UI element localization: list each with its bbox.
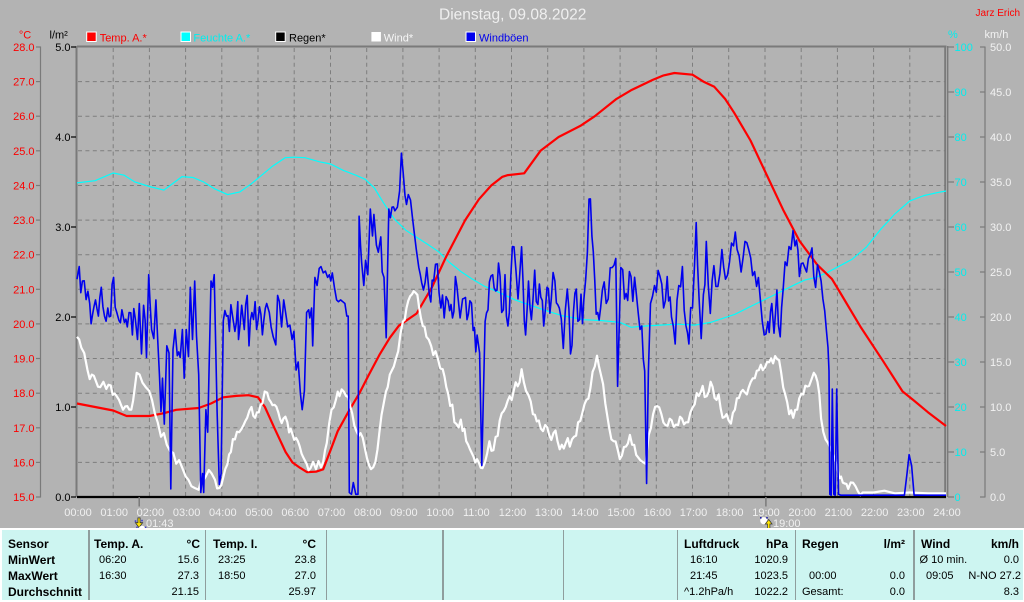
svg-text:15.0: 15.0 xyxy=(990,357,1011,369)
svg-text:13:00: 13:00 xyxy=(535,507,563,519)
svg-text:40: 40 xyxy=(955,312,967,324)
svg-text:30: 30 xyxy=(955,357,967,369)
svg-text:10: 10 xyxy=(955,447,967,459)
svg-text:3.0: 3.0 xyxy=(55,222,70,234)
svg-text:4.0: 4.0 xyxy=(55,132,70,144)
svg-text:24:00: 24:00 xyxy=(933,507,961,519)
svg-text:35.0: 35.0 xyxy=(990,177,1011,189)
svg-text:Feuchte A.*: Feuchte A.* xyxy=(193,33,251,45)
svg-text:18:00: 18:00 xyxy=(716,507,744,519)
svg-text:16:00: 16:00 xyxy=(644,507,672,519)
svg-text:1.0: 1.0 xyxy=(55,402,70,414)
svg-text:100: 100 xyxy=(955,42,973,54)
svg-text:14:00: 14:00 xyxy=(571,507,599,519)
svg-text:km/h: km/h xyxy=(985,29,1009,41)
svg-text:90: 90 xyxy=(955,87,967,99)
svg-text:2.0: 2.0 xyxy=(55,312,70,324)
svg-text:04:00: 04:00 xyxy=(209,507,237,519)
svg-text:50: 50 xyxy=(955,267,967,279)
svg-text:24.0: 24.0 xyxy=(13,181,34,193)
svg-text:40.0: 40.0 xyxy=(990,132,1011,144)
svg-text:23:00: 23:00 xyxy=(897,507,925,519)
svg-text:02:00: 02:00 xyxy=(137,507,165,519)
svg-text:80: 80 xyxy=(955,132,967,144)
svg-text:Regen*: Regen* xyxy=(289,33,326,45)
svg-text:17.0: 17.0 xyxy=(13,423,34,435)
svg-text:0.0: 0.0 xyxy=(55,492,70,504)
svg-text:Windböen: Windböen xyxy=(479,33,529,45)
svg-text:10:00: 10:00 xyxy=(426,507,454,519)
svg-text:19.0: 19.0 xyxy=(13,354,34,366)
svg-text:20.0: 20.0 xyxy=(990,312,1011,324)
svg-text:19:00: 19:00 xyxy=(752,507,780,519)
svg-text:03:00: 03:00 xyxy=(173,507,201,519)
svg-text:20: 20 xyxy=(955,402,967,414)
svg-text:05:00: 05:00 xyxy=(245,507,273,519)
svg-text:07:00: 07:00 xyxy=(318,507,346,519)
svg-text:Dienstag, 09.08.2022: Dienstag, 09.08.2022 xyxy=(439,7,586,24)
svg-text:5.0: 5.0 xyxy=(990,447,1005,459)
svg-text:15.0: 15.0 xyxy=(13,492,34,504)
svg-text:Temp. A.*: Temp. A.* xyxy=(100,33,148,45)
svg-text:%: % xyxy=(948,29,958,41)
svg-text:22.0: 22.0 xyxy=(13,250,34,262)
svg-text:28.0: 28.0 xyxy=(13,42,34,54)
svg-text:Jarz Erich: Jarz Erich xyxy=(976,8,1020,19)
svg-text:10.0: 10.0 xyxy=(990,402,1011,414)
svg-text:11:00: 11:00 xyxy=(463,507,490,519)
svg-text:08:00: 08:00 xyxy=(354,507,382,519)
svg-text:45.0: 45.0 xyxy=(990,87,1011,99)
svg-text:26.0: 26.0 xyxy=(13,111,34,123)
svg-text:21.0: 21.0 xyxy=(13,284,34,296)
svg-text:01:43: 01:43 xyxy=(146,518,174,528)
svg-text:27.0: 27.0 xyxy=(13,77,34,89)
svg-text:°C: °C xyxy=(19,30,31,42)
svg-text:17:00: 17:00 xyxy=(680,507,708,519)
svg-text:09:00: 09:00 xyxy=(390,507,418,519)
svg-text:00:00: 00:00 xyxy=(64,507,92,519)
svg-text:0: 0 xyxy=(955,492,961,504)
svg-text:l/m²: l/m² xyxy=(50,30,69,42)
svg-text:18.0: 18.0 xyxy=(13,388,34,400)
svg-text:5.0: 5.0 xyxy=(55,42,70,54)
svg-text:20:00: 20:00 xyxy=(788,507,816,519)
svg-text:15:00: 15:00 xyxy=(607,507,635,519)
svg-text:22:00: 22:00 xyxy=(861,507,889,519)
svg-text:23.0: 23.0 xyxy=(13,215,34,227)
svg-text:60: 60 xyxy=(955,222,967,234)
svg-text:20.0: 20.0 xyxy=(13,319,34,331)
svg-text:70: 70 xyxy=(955,177,967,189)
svg-text:21:00: 21:00 xyxy=(825,507,853,519)
svg-text:25.0: 25.0 xyxy=(990,267,1011,279)
svg-text:30.0: 30.0 xyxy=(990,222,1011,234)
svg-text:25.0: 25.0 xyxy=(13,146,34,158)
svg-text:01:00: 01:00 xyxy=(100,507,128,519)
svg-text:0.0: 0.0 xyxy=(990,492,1005,504)
svg-text:12:00: 12:00 xyxy=(499,507,527,519)
svg-text:06:00: 06:00 xyxy=(281,507,309,519)
svg-text:50.0: 50.0 xyxy=(990,42,1011,54)
svg-text:19:00: 19:00 xyxy=(773,518,801,528)
svg-text:16.0: 16.0 xyxy=(13,457,34,469)
svg-text:Wind*: Wind* xyxy=(384,33,414,45)
